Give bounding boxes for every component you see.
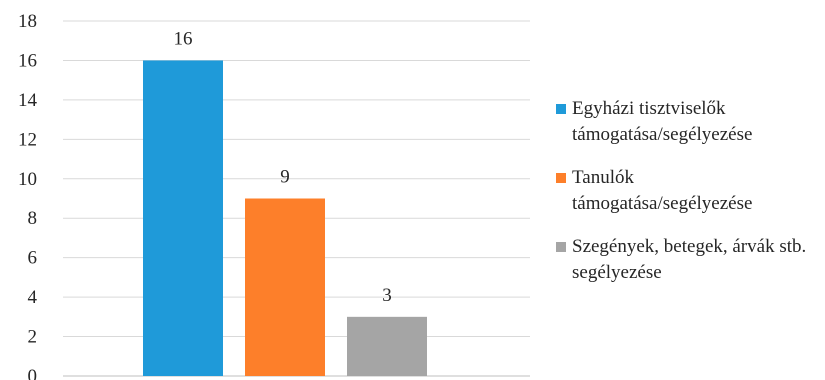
data-label: 3 (382, 285, 392, 306)
bar (143, 60, 223, 376)
legend-swatch-students (556, 173, 566, 183)
y-tick-label: 0 (28, 366, 38, 380)
y-tick-label: 10 (18, 169, 37, 190)
y-tick-label: 2 (28, 327, 38, 348)
legend-item-clergy: Egyházi tisztviselők támogatása/segélyez… (556, 96, 818, 148)
legend-label-students: Tanulók támogatása/segélyezése (572, 167, 753, 214)
legend-swatch-poor-sick-orphans (556, 242, 566, 252)
legend-label-poor-sick-orphans: Szegények, betegek, árvák stb. segélyezé… (572, 236, 807, 283)
y-tick-label: 16 (18, 50, 37, 71)
legend-item-students: Tanulók támogatása/segélyezése (556, 165, 818, 217)
legend-swatch-clergy (556, 104, 566, 114)
legend-label-clergy: Egyházi tisztviselők támogatása/segélyez… (572, 98, 753, 145)
legend-item-poor-sick-orphans: Szegények, betegek, árvák stb. segélyezé… (556, 234, 818, 286)
bar (245, 198, 325, 376)
y-tick-label: 18 (18, 11, 37, 32)
bar (347, 316, 427, 376)
bars (143, 60, 427, 376)
data-label: 16 (174, 28, 193, 49)
y-tick-label: 14 (18, 90, 38, 111)
y-tick-label: 8 (28, 208, 38, 229)
y-tick-label: 6 (28, 248, 38, 269)
y-axis-ticks: 0 2 4 6 8 10 12 14 16 18 (18, 11, 38, 380)
y-tick-label: 4 (28, 287, 38, 308)
data-label: 9 (280, 167, 290, 188)
y-tick-label: 12 (18, 129, 37, 150)
legend: Egyházi tisztviselők támogatása/segélyez… (556, 96, 818, 303)
